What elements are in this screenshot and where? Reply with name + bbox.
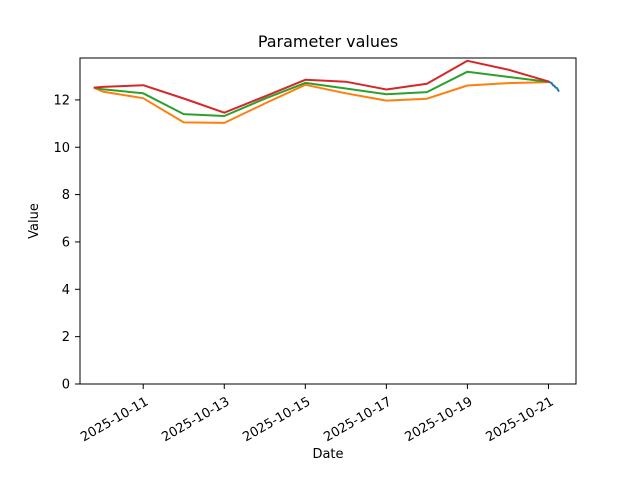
- x-tick-label: 2025-10-15: [240, 394, 313, 445]
- x-tick-label: 2025-10-17: [321, 394, 394, 445]
- green-line: [93, 70, 550, 117]
- x-axis-label: Date: [312, 447, 343, 462]
- y-tick-label: 2: [62, 330, 70, 345]
- y-axis-ticks: 0 2 4 6 8 10 12: [53, 93, 80, 393]
- red-line: [93, 59, 550, 114]
- y-tick-label: 12: [53, 93, 70, 108]
- y-tick-label: 10: [53, 141, 70, 156]
- y-tick-label: 0: [62, 378, 70, 393]
- chart-title: Parameter values: [258, 32, 398, 51]
- blue-line: [547, 80, 560, 92]
- y-axis-label: Value: [27, 203, 42, 239]
- x-tick-label: 2025-10-13: [159, 394, 232, 445]
- plot-area: [79, 57, 577, 385]
- x-tick-label: 2025-10-19: [402, 394, 475, 445]
- y-tick-label: 6: [62, 235, 70, 250]
- x-tick-label: 2025-10-21: [484, 394, 557, 445]
- series-lines: [93, 59, 560, 124]
- x-tick-label: 2025-10-11: [78, 394, 151, 445]
- x-axis-ticks: 2025-10-11 2025-10-13 2025-10-15 2025-10-17…: [78, 384, 556, 445]
- y-tick-label: 8: [62, 188, 70, 203]
- y-tick-label: 4: [62, 283, 70, 298]
- orange-line: [93, 81, 550, 124]
